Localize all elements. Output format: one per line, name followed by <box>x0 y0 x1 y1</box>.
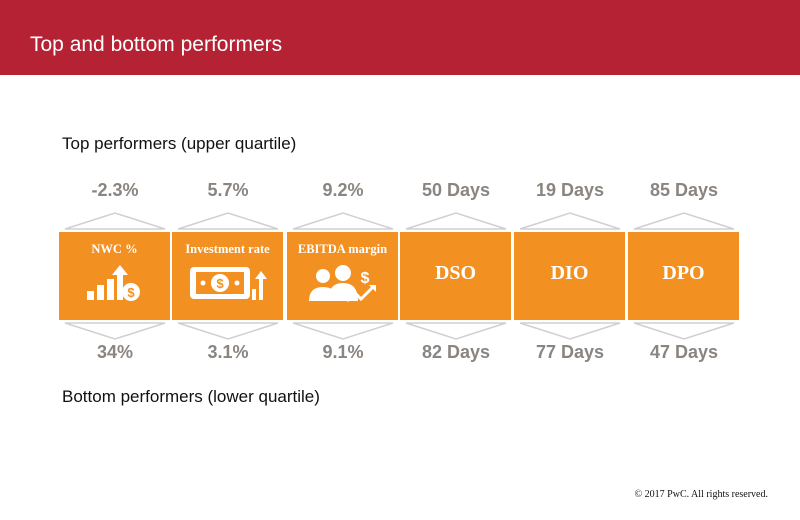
down-triangle-icon <box>519 322 621 340</box>
up-triangle-icon <box>64 212 166 230</box>
metric-name: NWC % <box>91 242 138 256</box>
top-value: 19 Days <box>535 180 605 200</box>
metric-box: DIO <box>514 232 625 320</box>
metric-name: EBITDA margin <box>297 242 388 256</box>
people-profit-icon: $ <box>287 263 398 305</box>
svg-text:$: $ <box>360 270 369 287</box>
bottom-value: 34% <box>96 342 134 362</box>
top-value: 85 Days <box>649 180 719 200</box>
metric-name: Investment rate <box>185 242 270 256</box>
banknote-growth-icon: $ <box>172 263 283 303</box>
down-triangle-icon <box>405 322 507 340</box>
down-triangle-icon <box>177 322 279 340</box>
page-title: Top and bottom performers <box>30 33 283 56</box>
down-triangle-icon <box>292 322 394 340</box>
bottom-value: 82 Days <box>421 342 491 362</box>
chart-coin-icon: $ <box>59 263 170 303</box>
down-triangle-icon <box>633 322 735 340</box>
top-performers-label: Top performers (upper quartile) <box>62 134 297 153</box>
metric-box: Investment rate $ <box>172 232 283 320</box>
copyright: © 2017 PwC. All rights reserved. <box>634 489 768 500</box>
top-value: 50 Days <box>421 180 491 200</box>
metric-box: DPO <box>628 232 739 320</box>
header-bar: Top and bottom performers <box>0 0 800 75</box>
metric-name: DSO <box>434 262 477 284</box>
up-triangle-icon <box>405 212 507 230</box>
bottom-value: 3.1% <box>207 342 249 362</box>
svg-text:$: $ <box>216 276 224 291</box>
metric-box: EBITDA margin $ <box>287 232 398 320</box>
metric-name: DPO <box>662 262 705 284</box>
metric-name: DIO <box>550 262 589 284</box>
down-triangle-icon <box>64 322 166 340</box>
top-value: -2.3% <box>91 180 139 200</box>
metric-box: DSO <box>400 232 511 320</box>
up-triangle-icon <box>519 212 621 230</box>
up-triangle-icon <box>292 212 394 230</box>
up-triangle-icon <box>177 212 279 230</box>
bottom-performers-label: Bottom performers (lower quartile) <box>62 387 320 406</box>
svg-text:$: $ <box>127 285 135 300</box>
bottom-value: 47 Days <box>649 342 719 362</box>
top-value: 9.2% <box>322 180 364 200</box>
metric-box: NWC % $ <box>59 232 170 320</box>
bottom-value: 9.1% <box>322 342 364 362</box>
up-triangle-icon <box>633 212 735 230</box>
bottom-value: 77 Days <box>535 342 605 362</box>
top-value: 5.7% <box>207 180 249 200</box>
